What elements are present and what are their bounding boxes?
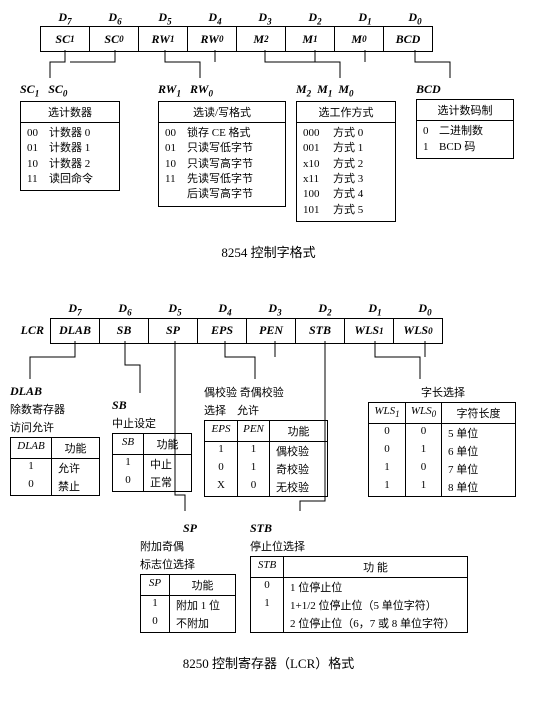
eps-box: 偶校验 奇偶校验 选择 允许 EPS PEN 功能 11偶校验01奇校验X0无校… [204, 384, 332, 497]
reg-cell: WLS1 [344, 318, 394, 344]
wls-t1: 字长选择 [368, 384, 518, 400]
bcd-header: BCD [416, 82, 441, 97]
lcr-prefix: LCR [10, 318, 50, 344]
wls-rows: 005 单位016 单位107 单位118 单位 [369, 424, 515, 496]
mode-box: M2 M1 M0 选工作方式 000方式 0001方式 1x10方式 2x11方… [296, 82, 408, 222]
stb-hdr: STB [250, 521, 272, 536]
reg-cell: SC0 [89, 26, 139, 52]
rw-rows: 00锁存 CE 格式01只读写低字节10只读写高字节11先读写低字节后读写高字节 [159, 123, 285, 206]
stb-box: STB 停止位选择 STB功 能 01 位停止位11+1/2 位停止位（5 单位… [250, 521, 470, 633]
dlab-rows: 1允许0禁止 [11, 459, 99, 495]
register-row-1: SC1SC0RW1RW0M2M1M0BCD [40, 26, 527, 52]
reg-cell: M1 [285, 26, 335, 52]
sp-box: SP 附加奇偶 标志位选择 SP功能 1附加 1 位0不附加 [140, 521, 240, 633]
reg-cell: PEN [246, 318, 296, 344]
eps-t2: 选择 允许 [204, 402, 259, 418]
rw-title: 选读/写格式 [159, 102, 285, 123]
reg-cell: STB [295, 318, 345, 344]
reg-cell: EPS [197, 318, 247, 344]
dlab-t2: 访问允许 [10, 419, 54, 435]
mode-title: 选工作方式 [297, 102, 395, 123]
reg-cell: WLS0 [393, 318, 443, 344]
bcd-box: BCD 选计数码制 0二进制数1BCD 码 [416, 82, 516, 222]
bcd-title: 选计数码制 [417, 100, 513, 121]
sb-box: SB 中止设定 SB功能 1中止0正常 [112, 398, 198, 497]
mode-rows: 000方式 0001方式 1x10方式 2x11方式 3100方式 4101方式… [297, 123, 395, 221]
reg-cell: SP [148, 318, 198, 344]
rw-box: RW1 RW0 选读/写格式 00锁存 CE 格式01只读写低字节10只读写高字… [158, 82, 288, 222]
reg-cell: SC1 [40, 26, 90, 52]
stb-rows: 01 位停止位11+1/2 位停止位（5 单位字符）2 位停止位（6，7 或 8… [251, 578, 467, 632]
reg-cell: DLAB [50, 318, 100, 344]
diagram-8250: D7D6D5D4D3D2D1D0 LCR DLABSBSPEPSPENSTBWL… [10, 301, 527, 671]
caption-1: 8254 控制字格式 [10, 242, 527, 261]
dlab-hdr: DLAB [10, 384, 42, 399]
bcd-rows: 0二进制数1BCD 码 [417, 121, 513, 158]
sc-header: SC1 SC0 [20, 82, 67, 98]
reg-cell: M2 [236, 26, 286, 52]
rw-header: RW1 RW0 [158, 82, 213, 98]
mode-header: M2 M1 M0 [296, 82, 354, 98]
sb-t1: 中止设定 [112, 415, 156, 431]
sc-box: SC1 SC0 选计数器 00计数器 001计数器 110计数器 211读回命令 [20, 82, 130, 222]
caption-2: 8250 控制寄存器（LCR）格式 [10, 653, 527, 672]
reg-cell: RW1 [138, 26, 188, 52]
dlab-box: DLAB 除数寄存器 访问允许 DLAB功能 1允许0禁止 [10, 384, 106, 497]
eps-rows: 11偶校验01奇校验X0无校验 [205, 442, 327, 496]
reg-cell: BCD [383, 26, 433, 52]
bit-labels-2: D7D6D5D4D3D2D1D0 [50, 301, 527, 317]
reg-cell: RW0 [187, 26, 237, 52]
reg-cell: SB [99, 318, 149, 344]
sp-rows: 1附加 1 位0不附加 [141, 596, 235, 632]
bit-labels-1: D7D6D5D4D3D2D1D0 [40, 10, 527, 26]
sb-rows: 1中止0正常 [113, 455, 191, 491]
stb-t1: 停止位选择 [250, 538, 305, 554]
dlab-t1: 除数寄存器 [10, 401, 65, 417]
diagram-8254: D7D6D5D4D3D2D1D0 SC1SC0RW1RW0M2M1M0BCD S… [10, 10, 527, 261]
sc-title: 选计数器 [21, 102, 119, 123]
wls-box: 字长选择 WLS1 WLS0 字符长度 005 单位016 单位107 单位11… [368, 384, 518, 497]
sc-rows: 00计数器 001计数器 110计数器 211读回命令 [21, 123, 119, 191]
sp-t1: 附加奇偶 [140, 538, 184, 554]
eps-t1: 偶校验 奇偶校验 [204, 384, 284, 400]
register-row-2: LCR DLABSBSPEPSPENSTBWLS1WLS0 [10, 318, 527, 344]
sb-hdr: SB [112, 398, 127, 413]
sp-hdr: SP [140, 521, 240, 536]
reg-cell: M0 [334, 26, 384, 52]
sp-t2: 标志位选择 [140, 556, 195, 572]
